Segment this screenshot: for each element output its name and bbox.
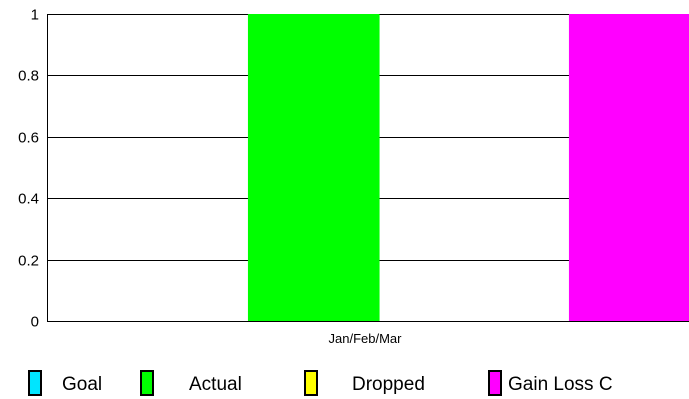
legend-label: Actual (189, 374, 242, 395)
y-tick-label: 0.2 (18, 253, 39, 270)
x-tick-label: Jan/Feb/Mar (329, 331, 403, 346)
y-tick-label: 0.8 (18, 68, 39, 85)
bars (247, 14, 689, 321)
legend-label: Goal (62, 374, 102, 395)
legend: Goal Actual Dropped Gain Loss C (28, 370, 613, 396)
bar-gain-loss-c (568, 14, 689, 321)
y-tick-label: 0.6 (18, 130, 39, 147)
axes (47, 14, 689, 322)
bar-actual (247, 14, 380, 321)
legend-swatch-dropped (304, 370, 318, 396)
y-tick-label: 0.4 (18, 191, 39, 208)
legend-label: Gain Loss C (508, 374, 613, 395)
x-tick-labels: Jan/Feb/Mar (329, 331, 403, 346)
legend-label: Dropped (352, 374, 425, 395)
legend-swatch-actual (140, 370, 154, 396)
legend-swatch-goal (28, 370, 42, 396)
y-tick-label: 0 (31, 314, 39, 331)
y-tick-labels: 0 0.2 0.4 0.6 0.8 1 (18, 7, 39, 331)
legend-swatch-gain-loss-c (488, 370, 502, 396)
y-tick-label: 1 (31, 7, 39, 24)
